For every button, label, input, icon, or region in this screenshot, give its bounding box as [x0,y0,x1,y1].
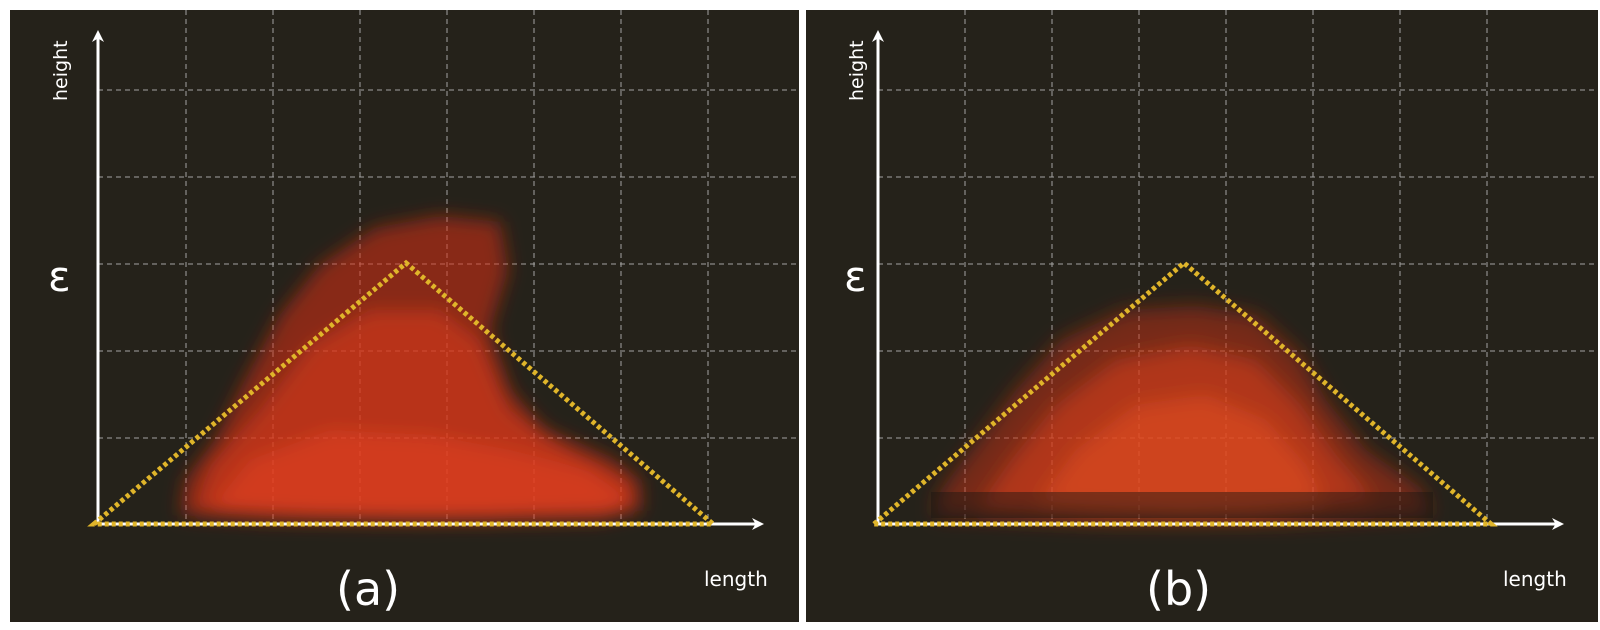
y-axis-label: height [50,40,72,101]
x-axis-label: length [1503,567,1567,591]
panel-caption: (a) [336,562,401,616]
panel-b-canvas [867,10,1598,530]
triangle-outline [87,259,720,527]
dark-band [931,492,1433,518]
panel-a: height ε length (a) [10,10,799,622]
shape-a [180,216,642,522]
grid [98,10,799,525]
y-axis-label: height [846,40,868,101]
shape-b [934,306,1431,522]
triangle-outline [867,259,1498,527]
epsilon-label: ε [844,252,867,301]
panel-a-canvas [87,10,799,530]
x-axis-label: length [704,567,768,591]
panel-b: height ε length (b) [806,10,1598,622]
epsilon-label: ε [48,252,71,301]
panel-caption: (b) [1146,562,1212,616]
